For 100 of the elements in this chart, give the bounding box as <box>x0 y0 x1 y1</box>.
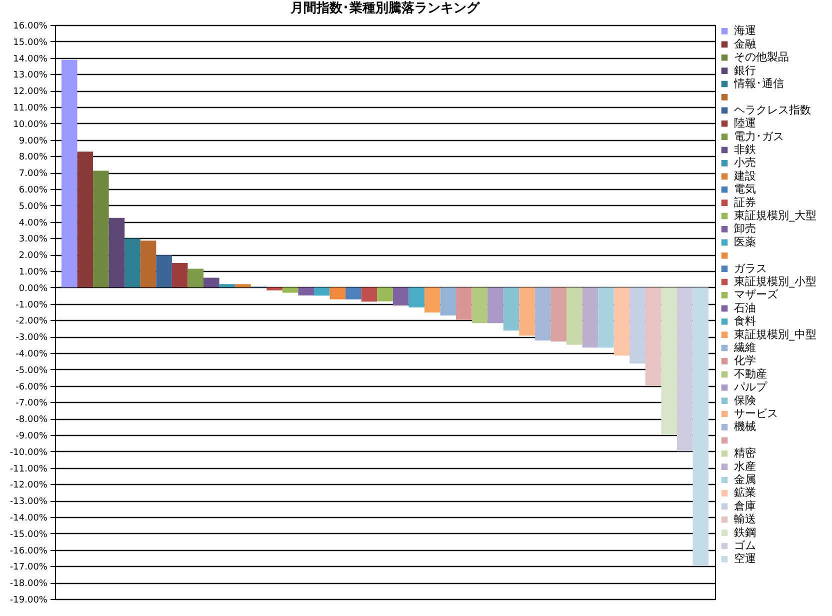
bar <box>392 287 409 306</box>
bar <box>61 60 78 288</box>
y-tick-label: -14.00% <box>10 514 48 524</box>
legend-label: マザーズ <box>734 288 779 302</box>
bar <box>676 287 693 452</box>
bar <box>156 255 172 288</box>
y-tick-label: 2.00% <box>18 251 48 262</box>
bar <box>172 262 188 288</box>
bar <box>661 287 677 435</box>
legend-label: 証券 <box>734 196 756 209</box>
legend-label: 不動産 <box>734 367 767 380</box>
bar <box>298 287 314 296</box>
bar <box>282 287 298 293</box>
bar <box>314 287 330 296</box>
legend-label: 海運 <box>734 24 756 38</box>
legend-label: 倉庫 <box>734 499 756 512</box>
y-tick-label: 15.00% <box>13 38 48 48</box>
bar <box>424 287 440 312</box>
y-tick-label: 7.00% <box>18 169 48 180</box>
bar <box>108 218 125 288</box>
legend-label: 東証規模別_大型 <box>734 209 816 222</box>
bar <box>582 287 598 348</box>
bar <box>566 287 582 345</box>
bar <box>140 240 156 288</box>
legend-label: 情報･通信 <box>733 77 784 90</box>
y-tick-label: 4.00% <box>18 218 48 228</box>
legend-label: 化学 <box>734 354 756 368</box>
legend-label: 東証規模別_中型 <box>734 328 816 341</box>
y-tick-label: 14.00% <box>13 54 48 64</box>
bar <box>330 287 346 300</box>
bar <box>377 287 393 302</box>
y-tick-label: -9.00% <box>16 432 48 442</box>
legend-label: 水産 <box>734 460 756 473</box>
legend-label: 陸運 <box>734 116 756 130</box>
bar <box>361 287 378 302</box>
legend-label: 小売 <box>734 156 756 170</box>
y-tick-label: -12.00% <box>10 480 48 491</box>
y-tick-label: 3.00% <box>18 234 48 245</box>
y-tick-label: 9.00% <box>18 136 48 146</box>
y-tick-label: 6.00% <box>18 186 48 196</box>
legend-label: 保険 <box>734 394 756 407</box>
bar <box>456 287 472 320</box>
y-tick-label: -17.00% <box>10 562 48 573</box>
legend-label: 食料 <box>734 314 756 328</box>
bar <box>472 287 488 324</box>
bar <box>630 287 646 364</box>
y-tick-label: -2.00% <box>16 316 48 327</box>
bar <box>235 284 251 288</box>
y-tick-label: -11.00% <box>10 464 48 474</box>
bar <box>488 287 504 324</box>
legend-label: その他製品 <box>734 50 789 64</box>
legend-label: パルプ <box>733 380 768 394</box>
legend-label: 空運 <box>734 552 756 566</box>
bar <box>534 287 551 341</box>
y-tick-label: -6.00% <box>16 382 48 392</box>
legend-label: 電力･ガス <box>734 130 784 143</box>
legend-label: 医薬 <box>734 235 756 248</box>
bar <box>77 152 94 288</box>
bar <box>93 170 109 288</box>
legend-label: 電気 <box>734 182 756 196</box>
y-tick-label: 1.00% <box>18 268 48 278</box>
legend-label: 銀行 <box>734 64 756 77</box>
y-tick-label: 12.00% <box>13 87 48 98</box>
y-tick-label: 16.00% <box>13 22 48 32</box>
y-tick-label: -8.00% <box>16 415 48 426</box>
legend-label: ヘラクレス指数 <box>734 103 811 116</box>
y-tick-label: -3.00% <box>16 333 48 344</box>
y-tick-label: -19.00% <box>10 596 48 606</box>
legend-label: 精密 <box>734 446 756 460</box>
legend-label: 金融 <box>734 37 756 50</box>
bar <box>408 287 424 308</box>
legend-label: 繊維 <box>733 341 756 354</box>
legend-label: 卸売 <box>734 222 756 236</box>
y-tick-label: -7.00% <box>16 398 48 409</box>
legend-label: ガラス <box>734 262 767 275</box>
legend-label: 機械 <box>734 420 756 434</box>
y-tick-label: 11.00% <box>13 104 48 114</box>
y-tick-label: -4.00% <box>16 350 48 360</box>
y-tick-label: -16.00% <box>10 546 48 556</box>
bar <box>266 287 282 290</box>
legend-label: ゴム <box>734 539 756 552</box>
bar <box>550 287 566 342</box>
bar <box>519 287 535 336</box>
y-tick-label: -5.00% <box>16 366 48 376</box>
bar <box>440 287 456 316</box>
legend-label: 鉱業 <box>734 486 756 500</box>
legend-label: 輸送 <box>734 512 756 526</box>
y-tick-label: 13.00% <box>13 70 48 81</box>
y-tick-label: -1.00% <box>16 300 48 310</box>
bar <box>614 287 630 356</box>
bar <box>503 287 520 331</box>
y-tick-label: -10.00% <box>10 448 48 458</box>
legend-label: 石油 <box>734 301 756 314</box>
legend-label: 建設 <box>733 169 756 182</box>
legend-label: 非鉄 <box>734 143 756 156</box>
legend-label: 金属 <box>734 473 756 486</box>
bar <box>188 268 204 288</box>
y-tick-label: 0.00% <box>18 284 48 294</box>
y-tick-label: -13.00% <box>10 497 48 508</box>
bar <box>645 287 662 386</box>
